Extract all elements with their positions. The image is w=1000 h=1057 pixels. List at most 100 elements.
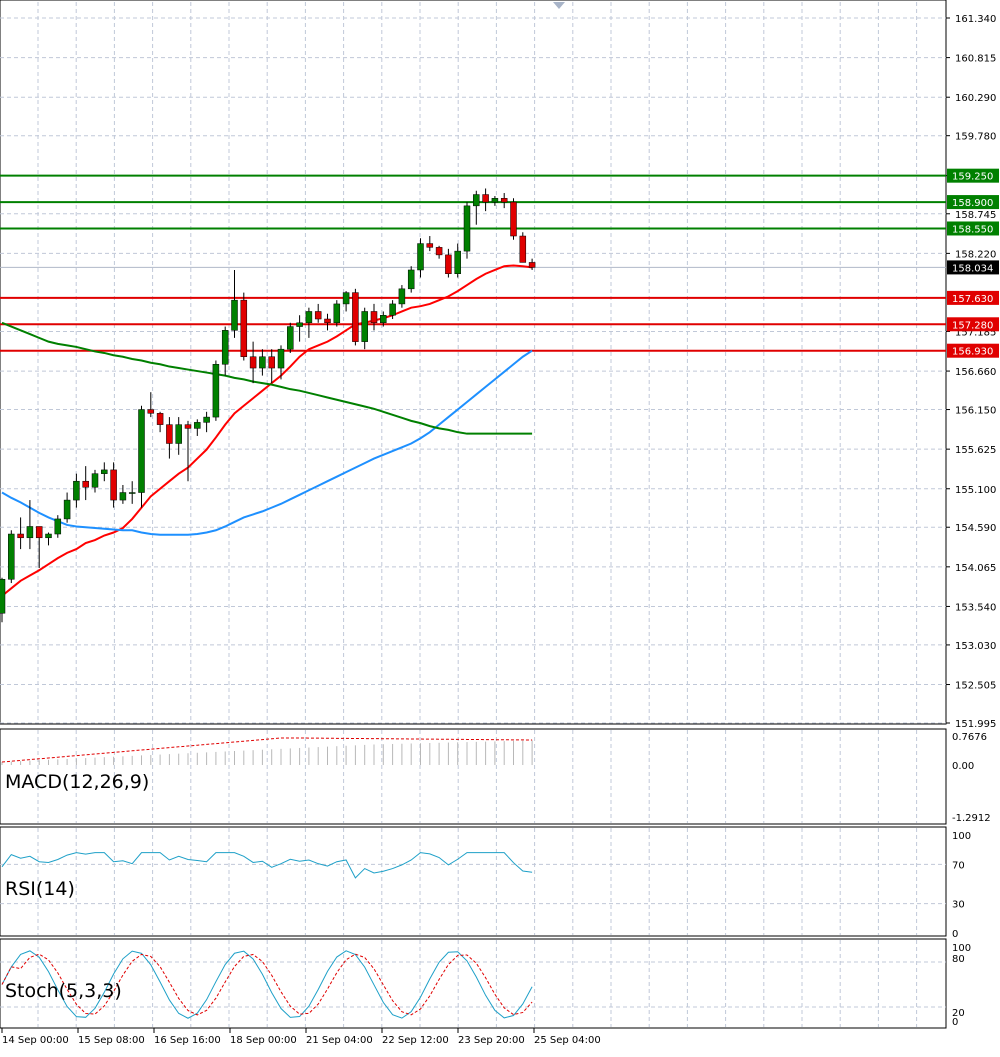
- level-price-label: 157.630: [952, 294, 993, 305]
- rsi-tick-label: 70: [952, 860, 965, 871]
- candle-body: [101, 469, 108, 474]
- price-tick-label: 161.340: [955, 14, 996, 25]
- candle-body: [249, 356, 257, 369]
- price-tick-label: 153.540: [955, 602, 996, 613]
- candle-body: [398, 288, 406, 305]
- rsi-tick-label: 100: [952, 831, 971, 842]
- level-price-label: 156.930: [952, 347, 993, 358]
- candle-body: [287, 326, 294, 350]
- candle-body: [147, 409, 155, 414]
- price-tick-label: 157.185: [955, 327, 996, 338]
- candle-body: [426, 243, 434, 248]
- candle-body: [435, 247, 443, 256]
- candle-body: [0, 579, 6, 614]
- stoch-panel-frame: [0, 938, 947, 1029]
- candle-body: [324, 318, 331, 324]
- candle-body: [500, 198, 508, 203]
- current-price-box: [947, 260, 999, 275]
- level-price-box: [947, 168, 999, 183]
- price-tick-label: 154.065: [955, 563, 996, 574]
- macd-panel-frame: [0, 728, 947, 825]
- price-tick-label: 159.780: [955, 132, 996, 143]
- stoch-tick-label: 0: [952, 1017, 958, 1028]
- candle-body: [212, 364, 220, 418]
- price-tick-label: 153.030: [955, 641, 996, 652]
- main-panel-frame: [0, 0, 947, 725]
- candle-body: [510, 201, 517, 237]
- time-tick-label: 25 Sep 04:00: [534, 1035, 601, 1046]
- level-price-box: [947, 343, 999, 358]
- stoch-tick-label: 20: [952, 1008, 965, 1019]
- candle-body: [166, 424, 173, 444]
- stoch-main-line: [1, 950, 533, 1019]
- candle-body: [296, 322, 303, 327]
- level-price-label: 157.280: [952, 320, 993, 331]
- macd-tick-label: 0.00: [952, 761, 974, 772]
- level-price-box: [947, 317, 999, 332]
- price-tick-label: 152.505: [955, 681, 996, 692]
- candle-body: [259, 356, 266, 369]
- time-tick-label: 14 Sep 00:00: [2, 1035, 69, 1046]
- candle-body: [203, 416, 210, 423]
- current-price-label: 158.034: [952, 263, 993, 274]
- level-price-label: 158.900: [952, 198, 993, 209]
- candle-body: [361, 311, 368, 342]
- candle-body: [45, 533, 52, 539]
- time-tick-label: 23 Sep 20:00: [458, 1035, 525, 1046]
- candle-body: [380, 314, 387, 324]
- stoch-label: Stoch(5,3,3): [5, 980, 122, 1002]
- price-tick-label: 151.995: [955, 719, 996, 730]
- candle-body: [240, 299, 248, 357]
- time-tick-label: 22 Sep 12:00: [382, 1035, 449, 1046]
- rsi-tick-label: 30: [952, 900, 965, 911]
- candle-body: [8, 533, 15, 580]
- candle-body: [389, 303, 396, 316]
- level-price-box: [947, 221, 999, 236]
- candle-body: [221, 330, 229, 365]
- price-tick-label: 156.150: [955, 406, 996, 417]
- candle-body: [491, 198, 499, 203]
- candle-body: [110, 469, 117, 501]
- price-tick-label: 160.290: [955, 93, 996, 104]
- macd-tick-label: 0.7676: [952, 732, 987, 743]
- candle-body: [277, 348, 285, 369]
- candle-body: [333, 303, 341, 324]
- price-tick-label: 160.815: [955, 54, 996, 65]
- macd-label: MACD(12,26,9): [5, 771, 149, 793]
- candle-body: [63, 499, 71, 520]
- candle-body: [138, 409, 145, 493]
- candle-body: [305, 311, 313, 324]
- candle-body: [35, 526, 43, 539]
- candle-body: [314, 311, 322, 320]
- candle-body: [342, 292, 350, 305]
- candle-body: [184, 424, 192, 429]
- level-price-label: 159.250: [952, 172, 993, 183]
- candle-body: [54, 518, 62, 535]
- price-tick-label: 158.745: [955, 210, 996, 221]
- candle-body: [528, 262, 536, 268]
- moving-average-line-1: [1, 264, 533, 597]
- candle-body: [482, 194, 489, 203]
- macd-signal-line: [1, 737, 533, 763]
- candle-body: [445, 254, 452, 274]
- stoch-tick-label: 80: [952, 954, 965, 965]
- candle-body: [128, 492, 136, 494]
- candle-body: [407, 269, 415, 290]
- time-tick-label: 21 Sep 04:00: [306, 1035, 373, 1046]
- candle-body: [26, 526, 34, 539]
- candle-body: [519, 235, 527, 263]
- period-separator-marker: [553, 2, 565, 9]
- candle-body: [91, 473, 99, 488]
- candle-body: [352, 292, 359, 342]
- candle-body: [156, 413, 164, 425]
- moving-average-line-2: [1, 349, 533, 536]
- level-price-box: [947, 195, 999, 210]
- level-price-label: 158.550: [952, 224, 993, 235]
- price-tick-label: 154.590: [955, 523, 996, 534]
- rsi-panel-frame: [0, 826, 947, 937]
- stoch-tick-label: 100: [952, 943, 971, 954]
- candle-body: [417, 243, 424, 271]
- candle-body: [268, 356, 275, 369]
- candle-body: [73, 480, 80, 501]
